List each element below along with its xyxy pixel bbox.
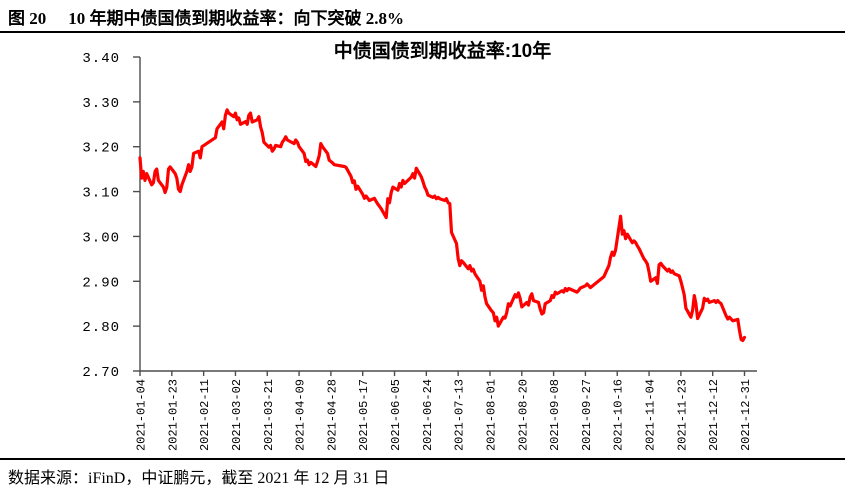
chart-title: 中债国债到期收益率:10年	[333, 41, 552, 62]
x-tick-label: 2021-08-01	[484, 379, 498, 451]
x-tick-label: 2021-02-11	[198, 379, 212, 451]
header-divider	[0, 31, 845, 33]
x-tick-label: 2021-10-16	[612, 379, 626, 451]
source-divider	[0, 458, 845, 460]
y-tick-label: 3.40	[82, 51, 120, 67]
x-tick-label: 2021-11-23	[675, 379, 689, 451]
axis-lines	[139, 57, 757, 372]
x-tick-label: 2021-03-21	[262, 379, 276, 451]
x-tick-label: 2021-11-04	[644, 379, 658, 451]
y-tick-label: 3.00	[82, 230, 120, 246]
y-tick-label: 3.10	[82, 186, 120, 202]
x-tick-label: 2021-01-23	[166, 379, 180, 451]
x-tick-label: 2021-06-24	[421, 379, 435, 451]
y-tick-label: 2.90	[82, 275, 120, 291]
x-tick-label: 2021-06-05	[389, 379, 403, 451]
x-tick-label: 2021-12-12	[707, 379, 721, 451]
x-tick-label: 2021-05-17	[357, 379, 371, 451]
figure-number: 图 20	[8, 9, 47, 28]
x-tick-label: 2021-09-27	[580, 379, 594, 451]
x-tick-label: 2021-03-02	[230, 379, 244, 451]
x-tick-label: 2021-09-08	[548, 379, 562, 451]
x-tick-label: 2021-08-20	[516, 379, 530, 451]
y-tick-label: 2.80	[82, 320, 120, 336]
x-tick-label: 2021-12-31	[739, 379, 753, 451]
y-tick-label: 2.70	[82, 365, 120, 381]
x-tick-label: 2021-04-09	[294, 379, 308, 451]
x-tick-label: 2021-07-13	[453, 379, 467, 451]
data-source-text: 数据来源：iFinD，中证鹏元，截至 2021 年 12 月 31 日	[8, 470, 390, 487]
x-tick-label: 2021-01-04	[135, 379, 149, 451]
yield-line	[138, 108, 747, 343]
figure-title: 10 年期中债国债到期收益率：向下突破 2.8%	[68, 9, 404, 28]
y-tick-label: 3.30	[82, 96, 120, 112]
x-tick-label: 2021-04-28	[325, 379, 339, 451]
y-tick-label: 3.20	[82, 141, 120, 157]
figure-header: 图 20 10 年期中债国债到期收益率：向下突破 2.8%	[8, 4, 404, 29]
